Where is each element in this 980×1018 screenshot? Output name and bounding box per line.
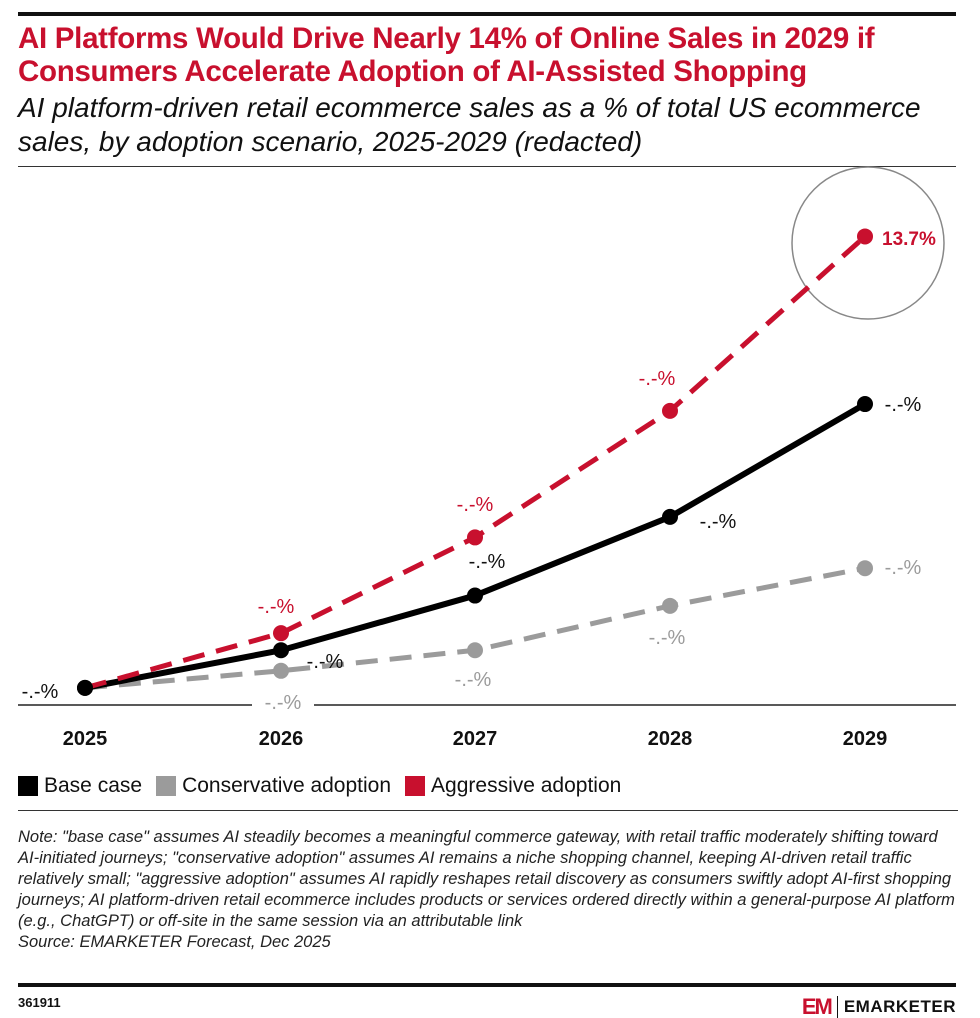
data-point [77, 679, 93, 696]
data-label: -.-% [265, 692, 302, 714]
line-chart: 2025 2026 2027 2028 2029-.-%-.-%-.-%-.-%-.-%… [18, 166, 956, 750]
data-label: -.-% [885, 557, 922, 579]
x-tick-label: 2027 [453, 728, 498, 750]
data-point [857, 560, 873, 577]
x-tick-label: 2028 [648, 728, 693, 750]
bottom-rule [18, 983, 956, 987]
footnote: Note: "base case" assumes AI steadily be… [18, 810, 958, 953]
divider [18, 166, 956, 167]
data-point [857, 228, 873, 245]
data-label: -.-% [700, 511, 737, 533]
data-label: -.-% [258, 596, 295, 618]
data-point [662, 508, 678, 525]
data-label: -.-% [649, 627, 686, 649]
logo-divider [836, 996, 838, 1018]
data-point [273, 662, 289, 679]
data-label: -.-% [455, 669, 492, 691]
emarketer-logo: EM EMARKETER [802, 994, 956, 1018]
legend-label: Aggressive adoption [431, 774, 622, 797]
data-point [857, 396, 873, 413]
legend-item-aggressive: Aggressive adoption [405, 774, 621, 798]
data-point [273, 625, 289, 642]
chart-title: AI Platforms Would Drive Nearly 14% of O… [18, 22, 875, 88]
x-tick-label: 2026 [259, 728, 304, 750]
legend-swatch [18, 776, 38, 796]
data-point [467, 642, 483, 659]
x-tick-label: 2029 [843, 728, 888, 750]
legend-item-base: Base case [18, 774, 142, 798]
legend: Base case Conservative adoption Aggressi… [18, 774, 621, 798]
data-point [273, 642, 289, 659]
data-label: -.-% [307, 651, 344, 673]
logo-brand: EMARKETER [843, 997, 956, 1016]
legend-item-conservative: Conservative adoption [156, 774, 391, 798]
logo-mark: EM [801, 994, 833, 1018]
source-text: Source: EMARKETER Forecast, Dec 2025 [18, 933, 331, 951]
series-line-2 [84, 234, 867, 691]
data-point [467, 529, 483, 546]
legend-label: Base case [44, 774, 143, 797]
highlight-circle [791, 166, 945, 320]
data-label: -.-% [469, 551, 506, 573]
axis-label-mask [252, 695, 314, 715]
legend-swatch [156, 776, 177, 796]
legend-swatch [405, 776, 426, 796]
data-label: -.-% [639, 368, 676, 390]
data-label: -.-% [22, 681, 59, 703]
chart-id: 361911 [18, 995, 61, 1010]
x-tick-label: 2025 [63, 728, 108, 750]
chart-subtitle: AI platform-driven retail ecommerce sale… [18, 92, 921, 157]
data-point [467, 587, 483, 604]
data-label: 13.7% [882, 229, 936, 250]
legend-label: Conservative adoption [182, 774, 392, 797]
data-label: -.-% [885, 394, 922, 416]
data-point [662, 402, 678, 419]
data-label: -.-% [457, 494, 494, 516]
top-rule [18, 12, 956, 16]
note-text: Note: "base case" assumes AI steadily be… [18, 828, 955, 930]
data-point [662, 597, 678, 614]
